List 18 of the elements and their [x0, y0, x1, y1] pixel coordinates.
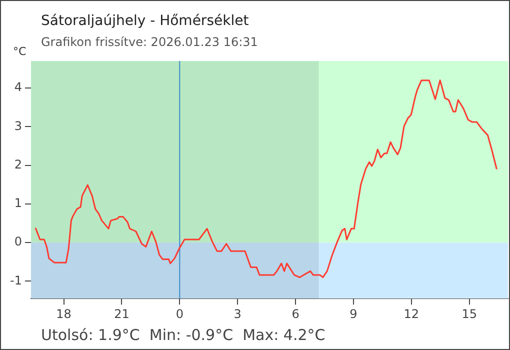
x-tick-label: 3 [234, 306, 242, 321]
y-tick-label: 2 [14, 157, 22, 172]
y-tick-label: 1 [14, 196, 22, 210]
x-tick-label: 12 [404, 306, 420, 321]
x-tick-label: 18 [56, 306, 72, 321]
x-tick-label: 0 [176, 306, 184, 321]
x-tick-label: 21 [114, 306, 130, 321]
x-tick-label: 6 [292, 306, 300, 321]
x-tick-label: 9 [350, 306, 358, 321]
x-tick-label: 15 [462, 306, 478, 321]
y-tick-label: 4 [14, 80, 22, 94]
text: Utolsó: 1.9°C Min: -0.9°C Max: 4.2°C [41, 326, 326, 344]
chart-subtitle: Grafikon frissítve: 2026.01.23 16:31 [41, 35, 258, 49]
y-axis-title: °C [13, 45, 26, 58]
y-tick-label: 0 [14, 234, 22, 249]
chart-title: Sátoraljaújhely - Hőmérséklet [41, 13, 250, 29]
y-tick-label: 3 [14, 118, 22, 133]
y-tick-label: -1 [10, 273, 22, 288]
